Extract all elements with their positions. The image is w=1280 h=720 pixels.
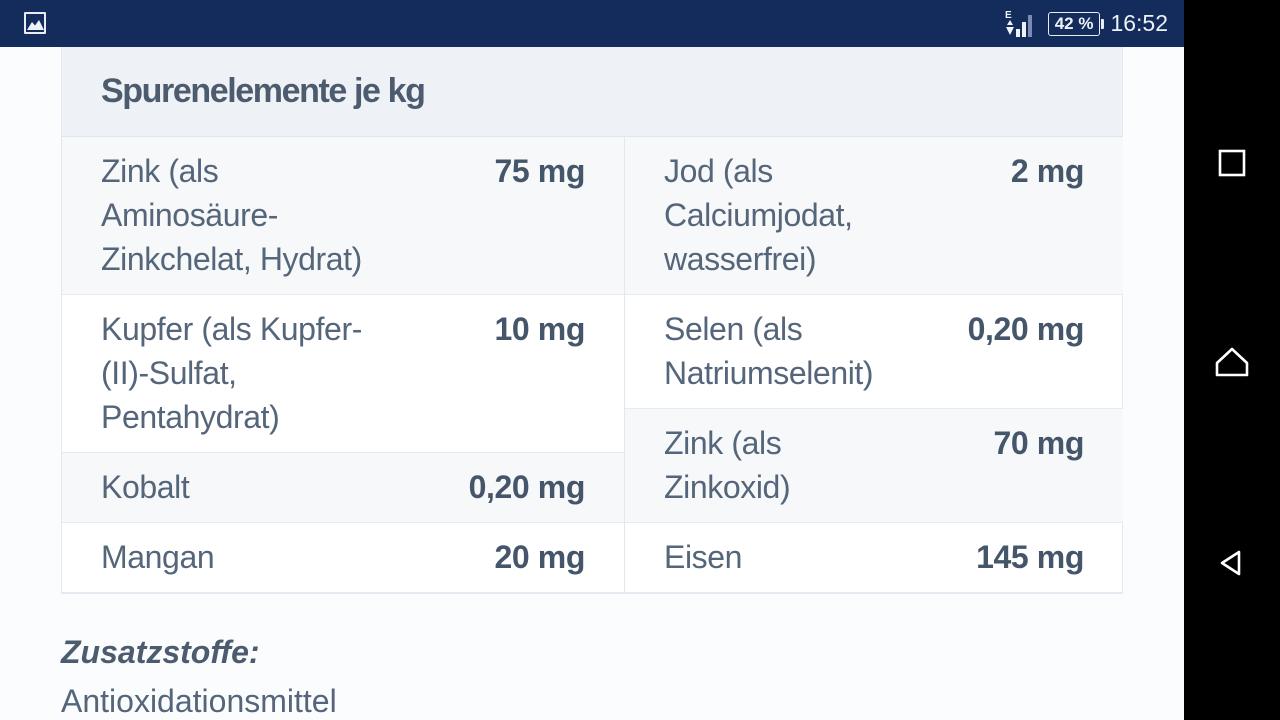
svg-text:E: E xyxy=(1005,10,1012,21)
